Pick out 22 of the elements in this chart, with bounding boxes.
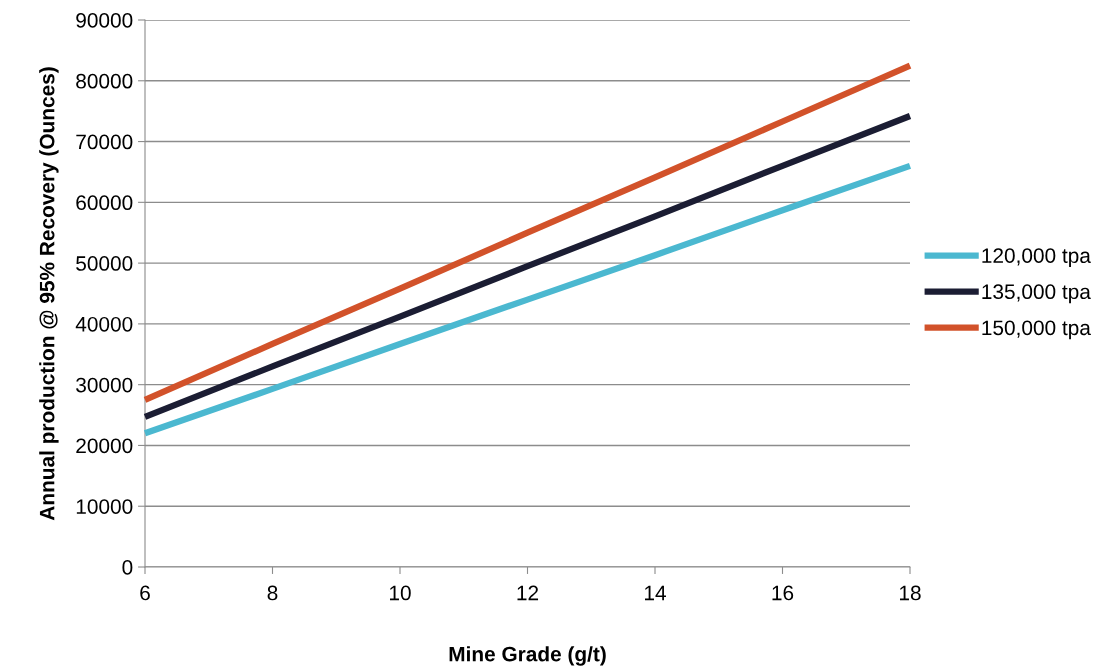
y-tick-label: 30000 [76,377,133,393]
x-tick-label: 10 [390,585,411,601]
y-tick-label: 0 [122,560,133,575]
y-tick-label: 60000 [76,195,133,211]
y-tick-label: 20000 [76,438,133,454]
legend-label: 135,000 tpa [982,284,1091,304]
y-tick-label: 40000 [75,316,133,332]
x-tick-label: 16 [772,585,794,601]
x-axis-title: Mine Grade (g/t) [449,646,606,666]
legend-label: 120,000 tpa [982,248,1091,268]
y-axis-title: Annual production @ 95% Recovery (Ounces) [39,67,59,521]
x-tick-label: 6 [140,585,150,601]
x-tick-label: 8 [267,585,278,601]
y-tick-label: 70000 [76,134,133,150]
x-tick-label: 12 [517,585,539,601]
y-tick-label: 90000 [76,13,133,28]
x-tick-label: 14 [645,585,666,601]
y-tick-label: 50000 [76,256,133,271]
y-tick-label: 80000 [76,73,133,89]
x-tick-label: 18 [900,585,921,601]
legend-label: 150,000 tpa [982,320,1091,340]
y-tick-label: 10000 [76,499,133,514]
